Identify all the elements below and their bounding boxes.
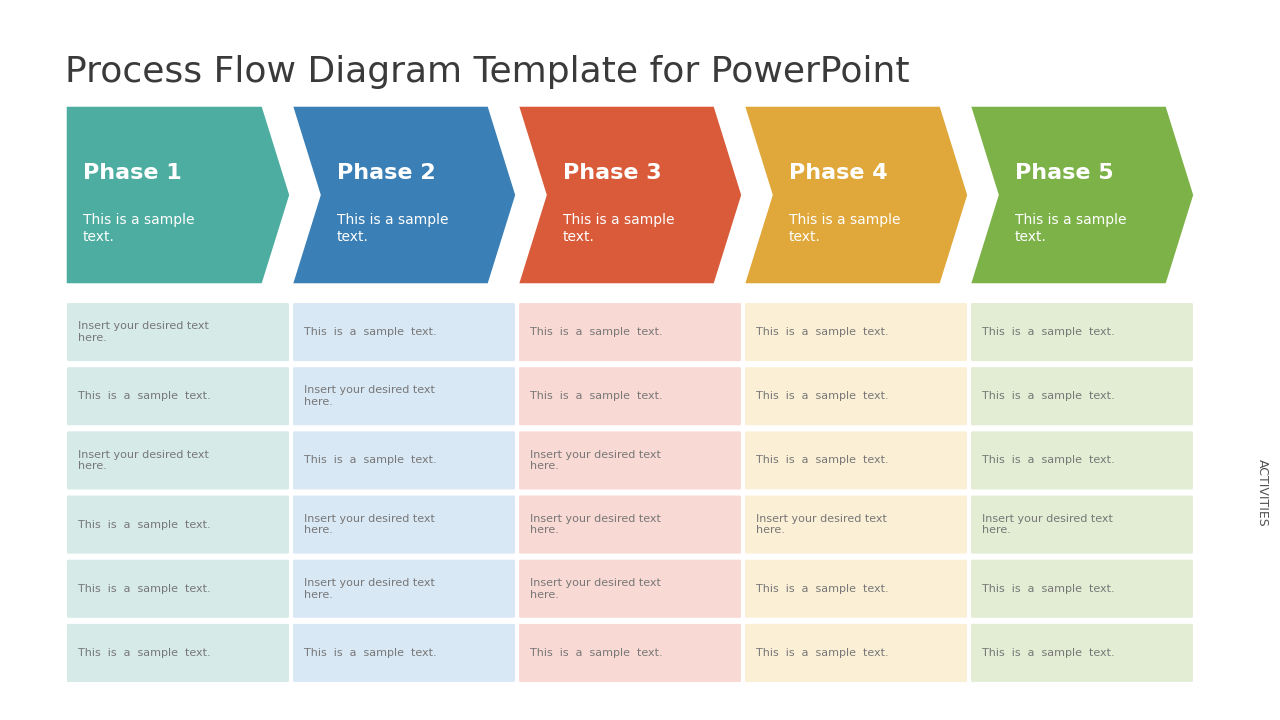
FancyBboxPatch shape: [744, 431, 968, 490]
Text: Insert your desired text
here.: Insert your desired text here.: [756, 514, 887, 536]
Text: Phase 1: Phase 1: [83, 163, 182, 183]
Text: This  is  a  sample  text.: This is a sample text.: [756, 327, 888, 337]
Text: This is a sample
text.: This is a sample text.: [563, 213, 675, 244]
FancyBboxPatch shape: [292, 559, 516, 618]
Text: This  is  a  sample  text.: This is a sample text.: [305, 456, 436, 465]
Polygon shape: [291, 105, 517, 285]
FancyBboxPatch shape: [518, 559, 742, 618]
Text: This  is  a  sample  text.: This is a sample text.: [756, 391, 888, 401]
Polygon shape: [65, 105, 291, 285]
Text: Insert your desired text
here.: Insert your desired text here.: [982, 514, 1112, 536]
Text: This  is  a  sample  text.: This is a sample text.: [78, 391, 211, 401]
Polygon shape: [742, 105, 969, 285]
FancyBboxPatch shape: [292, 431, 516, 490]
Text: Insert your desired text
here.: Insert your desired text here.: [530, 514, 660, 536]
FancyBboxPatch shape: [292, 366, 516, 426]
Text: Phase 2: Phase 2: [337, 163, 435, 183]
Text: Insert your desired text
here.: Insert your desired text here.: [530, 449, 660, 471]
FancyBboxPatch shape: [518, 431, 742, 490]
Text: This  is  a  sample  text.: This is a sample text.: [530, 391, 663, 401]
Text: ACTIVITIES: ACTIVITIES: [1256, 459, 1268, 526]
Text: This  is  a  sample  text.: This is a sample text.: [305, 327, 436, 337]
Text: This  is  a  sample  text.: This is a sample text.: [78, 584, 211, 594]
Text: Phase 5: Phase 5: [1015, 163, 1114, 183]
Text: This  is  a  sample  text.: This is a sample text.: [982, 584, 1115, 594]
FancyBboxPatch shape: [970, 623, 1194, 683]
FancyBboxPatch shape: [67, 559, 291, 618]
Text: Process Flow Diagram Template for PowerPoint: Process Flow Diagram Template for PowerP…: [65, 55, 910, 89]
FancyBboxPatch shape: [518, 366, 742, 426]
Text: Insert your desired text
here.: Insert your desired text here.: [305, 385, 435, 407]
FancyBboxPatch shape: [744, 623, 968, 683]
FancyBboxPatch shape: [744, 366, 968, 426]
Text: This  is  a  sample  text.: This is a sample text.: [982, 391, 1115, 401]
Text: This  is  a  sample  text.: This is a sample text.: [756, 648, 888, 658]
FancyBboxPatch shape: [292, 302, 516, 362]
Text: This  is  a  sample  text.: This is a sample text.: [78, 520, 211, 530]
FancyBboxPatch shape: [67, 431, 291, 490]
Text: This is a sample
text.: This is a sample text.: [337, 213, 448, 244]
Text: Phase 3: Phase 3: [563, 163, 662, 183]
Text: Insert your desired text
here.: Insert your desired text here.: [305, 578, 435, 600]
Text: This  is  a  sample  text.: This is a sample text.: [756, 456, 888, 465]
FancyBboxPatch shape: [292, 495, 516, 554]
FancyBboxPatch shape: [67, 495, 291, 554]
FancyBboxPatch shape: [67, 623, 291, 683]
Text: This  is  a  sample  text.: This is a sample text.: [982, 327, 1115, 337]
FancyBboxPatch shape: [518, 495, 742, 554]
FancyBboxPatch shape: [518, 302, 742, 362]
FancyBboxPatch shape: [518, 623, 742, 683]
FancyBboxPatch shape: [67, 302, 291, 362]
Text: This  is  a  sample  text.: This is a sample text.: [982, 648, 1115, 658]
Text: This is a sample
text.: This is a sample text.: [83, 213, 195, 244]
FancyBboxPatch shape: [292, 623, 516, 683]
Text: This  is  a  sample  text.: This is a sample text.: [530, 648, 663, 658]
Text: This  is  a  sample  text.: This is a sample text.: [756, 584, 888, 594]
Text: This  is  a  sample  text.: This is a sample text.: [305, 648, 436, 658]
Text: Insert your desired text
here.: Insert your desired text here.: [78, 321, 209, 343]
FancyBboxPatch shape: [67, 366, 291, 426]
Text: This  is  a  sample  text.: This is a sample text.: [982, 456, 1115, 465]
FancyBboxPatch shape: [744, 302, 968, 362]
Text: Insert your desired text
here.: Insert your desired text here.: [305, 514, 435, 536]
Polygon shape: [969, 105, 1196, 285]
FancyBboxPatch shape: [744, 559, 968, 618]
Text: This  is  a  sample  text.: This is a sample text.: [78, 648, 211, 658]
FancyBboxPatch shape: [970, 366, 1194, 426]
FancyBboxPatch shape: [744, 495, 968, 554]
Text: This is a sample
text.: This is a sample text.: [788, 213, 901, 244]
Text: Insert your desired text
here.: Insert your desired text here.: [530, 578, 660, 600]
Text: Phase 4: Phase 4: [788, 163, 887, 183]
FancyBboxPatch shape: [970, 431, 1194, 490]
Text: This is a sample
text.: This is a sample text.: [1015, 213, 1126, 244]
FancyBboxPatch shape: [970, 495, 1194, 554]
Polygon shape: [517, 105, 742, 285]
FancyBboxPatch shape: [970, 559, 1194, 618]
FancyBboxPatch shape: [970, 302, 1194, 362]
Text: Insert your desired text
here.: Insert your desired text here.: [78, 449, 209, 471]
Text: This  is  a  sample  text.: This is a sample text.: [530, 327, 663, 337]
